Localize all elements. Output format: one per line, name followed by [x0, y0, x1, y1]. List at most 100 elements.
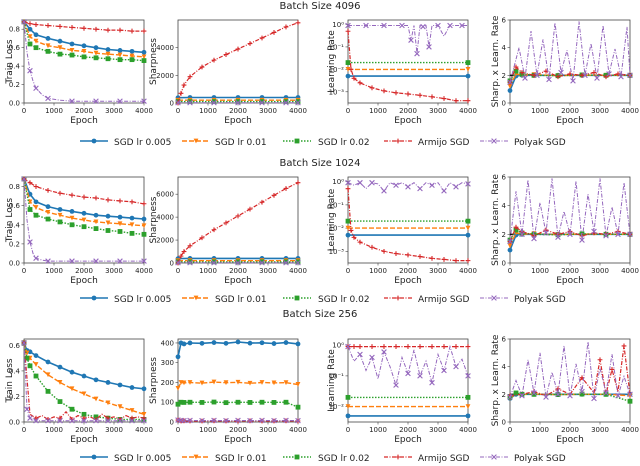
series-marker-polyak: [21, 19, 27, 25]
series-marker-polyak: [429, 379, 435, 386]
series-marker-sgd_001: [117, 221, 123, 227]
series-marker-sgd_001: [33, 38, 39, 44]
series-marker-polyak: [27, 415, 33, 421]
x-tick-label: 2000: [229, 426, 247, 434]
y-tick-label: 2: [502, 72, 506, 80]
series-marker-armijo: [429, 255, 435, 261]
series-marker-armijo: [579, 72, 585, 78]
y-tick-label: 10⁻³: [329, 88, 345, 96]
series-marker-sgd_001: [295, 382, 301, 387]
x-tick-label: 3000: [105, 426, 123, 434]
series-marker-armijo: [223, 52, 229, 57]
x-tick-label: 0: [22, 426, 26, 434]
series-marker-polyak: [399, 22, 405, 29]
series-marker-sgd_0005: [345, 73, 351, 79]
x-axis-label: Epoch: [394, 435, 422, 445]
series-marker-sgd_002: [105, 228, 111, 233]
series-marker-armijo: [69, 192, 75, 198]
series-marker-armijo: [27, 180, 33, 186]
series-marker-armijo: [45, 23, 51, 28]
y-tick-label: 0.8: [9, 26, 20, 34]
series-marker-polyak: [531, 235, 537, 242]
x-tick-label: 0: [508, 107, 512, 115]
series-marker-sgd_002: [57, 51, 63, 57]
legend-label-sgd-002: SGD lr 0.02: [318, 295, 370, 305]
series-marker-polyak: [357, 179, 363, 186]
series-marker-polyak: [405, 370, 411, 377]
panel-learning-rate-2: 0 1000 2000 3000 4000 Epoch 10⁰ 10⁻¹ 10⁻²Learnin…: [327, 338, 477, 445]
series-marker-sgd_001: [223, 380, 229, 386]
series-marker-polyak: [519, 392, 525, 399]
series-marker-polyak: [21, 176, 27, 182]
series-marker-sgd_002: [181, 400, 187, 405]
series-marker-polyak: [369, 179, 375, 186]
series-marker-sgd_001: [271, 380, 277, 386]
series-marker-sgd_0005: [33, 353, 39, 358]
y-tick-label: 0: [170, 419, 174, 427]
series-marker-sgd_001: [507, 243, 513, 249]
series-marker-polyak: [363, 22, 369, 29]
series-marker-armijo: [93, 195, 99, 201]
series-marker-polyak: [453, 184, 459, 190]
y-tick-label: 0: [502, 100, 506, 108]
series-marker-polyak: [459, 22, 465, 29]
block-title-1: Batch Size 1024: [279, 158, 360, 169]
x-tick-label: 4000: [135, 267, 153, 275]
series-marker-sgd_002: [24, 355, 30, 361]
series-marker-armijo: [351, 344, 357, 349]
x-axis-label: Epoch: [556, 435, 584, 445]
x-tick-label: 0: [346, 267, 350, 275]
series-marker-polyak: [369, 354, 375, 361]
series-marker-sgd_0005: [141, 386, 147, 392]
series-marker-polyak: [27, 239, 33, 245]
series-marker-polyak: [519, 231, 525, 238]
series-marker-polyak: [211, 259, 217, 266]
x-tick-label: 2000: [75, 426, 93, 434]
x-tick-label: 2000: [561, 267, 579, 275]
series-marker-sgd_001: [93, 219, 99, 225]
legend-label-armijo: Armijo SGD: [418, 138, 470, 148]
y-axis-label: Learning Rate: [327, 349, 337, 412]
x-tick-label: 2000: [75, 267, 93, 275]
series-marker-polyak: [414, 50, 420, 57]
x-tick-label: 1000: [369, 107, 387, 115]
series-marker-armijo: [381, 344, 387, 349]
series-marker-armijo: [141, 28, 147, 34]
series-marker-polyak: [606, 71, 612, 77]
y-tick-label: 4: [502, 363, 507, 371]
series-marker-armijo: [429, 344, 435, 349]
x-axis-label: Epoch: [556, 276, 584, 286]
series-marker-polyak: [417, 373, 423, 379]
series-marker-sgd_001: [45, 43, 51, 49]
series-marker-armijo: [181, 82, 187, 88]
y-axis-label: Sharpness: [149, 357, 159, 404]
series-marker-armijo: [615, 71, 621, 77]
x-tick-label: 3000: [105, 107, 123, 115]
series-marker-armijo: [283, 24, 289, 30]
series-marker-polyak: [93, 98, 99, 104]
series-marker-armijo: [235, 46, 241, 52]
legend-label-armijo: Armijo SGD: [418, 295, 470, 305]
series-marker-polyak: [223, 417, 229, 424]
series-marker-sgd_002: [235, 399, 241, 405]
x-tick-label: 4000: [621, 107, 639, 115]
series-marker-armijo: [178, 253, 184, 259]
series-marker-sgd_002: [283, 99, 289, 105]
legend-marker-sgd_0005: [91, 138, 97, 144]
series-marker-sgd_001: [93, 396, 99, 402]
plot-frame: [177, 176, 299, 264]
y-axis-label: Sharp. x Learn. Rate: [491, 334, 501, 426]
y-tick-label: 0.2: [9, 240, 20, 248]
series-marker-sgd_0005: [117, 214, 123, 220]
series-marker-polyak: [117, 417, 123, 424]
series-marker-armijo: [93, 26, 99, 32]
series-marker-polyak: [345, 22, 351, 29]
series-marker-armijo: [348, 66, 354, 72]
series-marker-armijo: [247, 206, 253, 212]
series-marker-polyak: [579, 388, 585, 395]
y-tick-label: 0: [502, 260, 506, 268]
y-tick-label: 0.4: [9, 367, 21, 375]
x-axis-label: Epoch: [70, 116, 98, 126]
series-marker-sgd_002: [513, 227, 519, 233]
series-marker-sgd_002: [579, 391, 585, 397]
